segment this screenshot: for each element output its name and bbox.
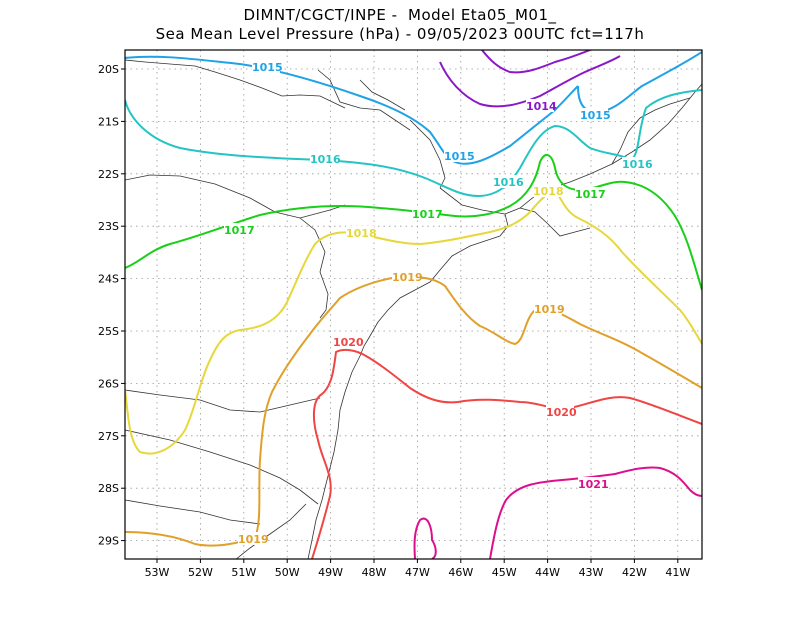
isobar-1015: [125, 51, 702, 165]
isobar-1021: [413, 466, 702, 559]
isobar-1014: [439, 50, 621, 108]
label-1019-a: 1019: [392, 271, 423, 284]
lon-tick-label: 45W: [492, 566, 517, 579]
lat-tick-label: 27S: [98, 430, 119, 443]
coastline-and-borders: [125, 59, 702, 559]
label-1016-a: 1016: [310, 153, 341, 166]
lon-tick-label: 47W: [405, 566, 430, 579]
lat-tick-label: 28S: [98, 482, 119, 495]
lon-tick-label: 53W: [145, 566, 170, 579]
lon-tick-label: 48W: [362, 566, 387, 579]
lat-tick-label: 20S: [98, 63, 119, 76]
label-1020-a: 1020: [333, 336, 364, 349]
lon-tick-label: 41W: [665, 566, 690, 579]
isobar-1016: [125, 89, 702, 198]
label-1015-c: 1015: [444, 150, 475, 163]
lon-tick-label: 43W: [579, 566, 604, 579]
label-1019-c: 1019: [238, 533, 269, 546]
lat-tick-label: 22S: [98, 168, 119, 181]
contour-labels: 1015 1014 1015 1015 1016 1016 1016 1018 …: [224, 60, 653, 546]
lon-tick-label: 50W: [275, 566, 300, 579]
label-1017-b: 1017: [412, 208, 443, 221]
plot-frame: [124, 49, 703, 560]
label-1018-a: 1018: [533, 185, 564, 198]
axis-ticks: 20S 21S 22S 23S 24S 25S 26S 27S 28S 29S 53W 52W 51W 5…: [98, 63, 690, 579]
label-1015-a: 1015: [252, 61, 283, 74]
label-1020-b: 1020: [546, 406, 577, 419]
label-1016-b: 1016: [622, 158, 653, 171]
label-1021: 1021: [578, 478, 609, 491]
lon-tick-label: 52W: [188, 566, 213, 579]
lat-tick-label: 24S: [98, 273, 119, 286]
isobar-1020: [311, 348, 702, 559]
grid-lines: [125, 50, 702, 559]
lon-tick-label: 44W: [535, 566, 560, 579]
lat-tick-label: 25S: [98, 325, 119, 338]
label-1016-c: 1016: [493, 176, 524, 189]
label-1015-b: 1015: [580, 109, 611, 122]
label-1017-c: 1017: [224, 224, 255, 237]
lat-tick-label: 29S: [98, 535, 119, 548]
lat-tick-label: 21S: [98, 115, 119, 128]
label-1017-a: 1017: [575, 188, 606, 201]
lon-tick-label: 46W: [448, 566, 473, 579]
title-line-2: Sea Mean Level Pressure (hPa) - 09/05/20…: [155, 25, 645, 43]
lat-tick-label: 26S: [98, 377, 119, 390]
title-line-1: DIMNT/CGCT/INPE - Model Eta05_M01_: [243, 6, 557, 24]
label-1014: 1014: [526, 100, 557, 113]
isobar-1018: [125, 189, 702, 455]
isobar-1017: [125, 153, 702, 291]
lon-tick-label: 51W: [231, 566, 256, 579]
lon-tick-label: 42W: [622, 566, 647, 579]
isobar-1019: [125, 276, 702, 547]
lon-tick-label: 49W: [318, 566, 343, 579]
lat-tick-label: 23S: [98, 220, 119, 233]
label-1018-b: 1018: [346, 227, 377, 240]
label-1019-b: 1019: [534, 303, 565, 316]
